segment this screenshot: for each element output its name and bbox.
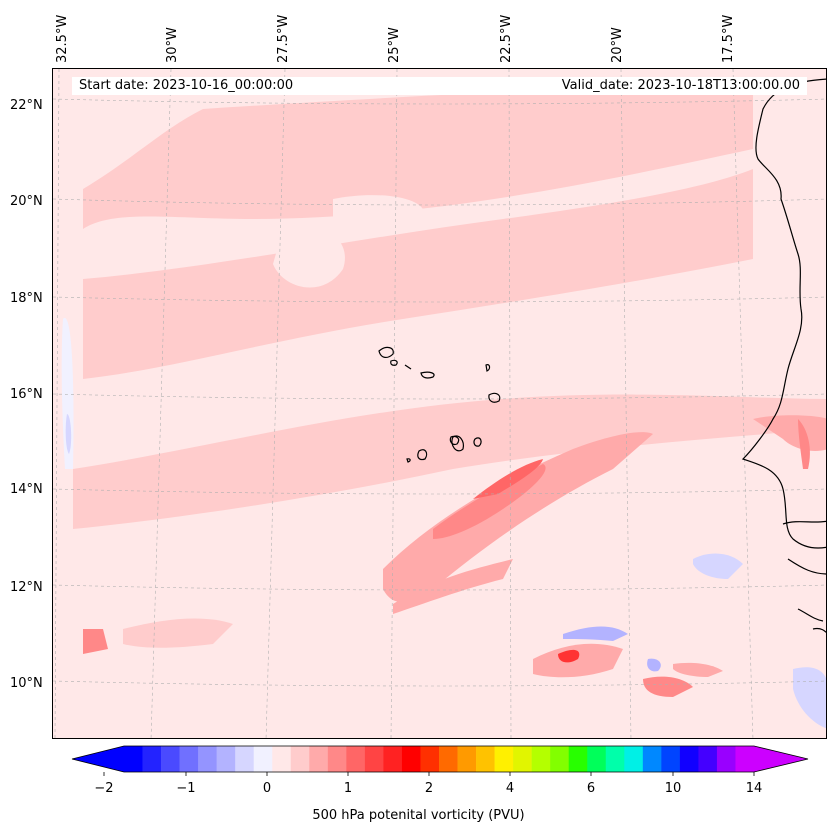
colorbar-segments — [124, 746, 755, 772]
colorbar-segment — [420, 746, 440, 772]
colorbar-segment — [401, 746, 421, 772]
colorbar-segment — [216, 746, 236, 772]
colorbar-tick-label: 2 — [424, 781, 434, 796]
colorbar-extend-high — [754, 746, 808, 772]
lon-label: 20°W — [610, 27, 625, 63]
colorbar-segment — [327, 746, 347, 772]
colorbar-segment — [494, 746, 514, 772]
colorbar-segment — [179, 746, 199, 772]
colorbar-segment — [698, 746, 718, 772]
lon-label: 25°W — [387, 27, 402, 63]
colorbar-tick-marks — [103, 772, 755, 776]
colorbar-segment — [124, 746, 143, 772]
coastlines — [741, 78, 826, 633]
lat-label: 22°N — [10, 98, 43, 113]
colorbar-title: 500 hPa potenital vorticity (PVU) — [312, 808, 525, 823]
date-info-bar: Start date: 2023-10-16_00:00:00 Valid_da… — [72, 77, 807, 95]
lat-label: 16°N — [10, 387, 43, 402]
lat-label: 20°N — [10, 194, 43, 209]
colorbar-segment — [253, 746, 273, 772]
colorbar-segment — [235, 746, 255, 772]
lon-label: 22.5°W — [499, 14, 514, 63]
colorbar-tick-label: −2 — [94, 781, 114, 796]
colorbar-segment — [531, 746, 551, 772]
colorbar-tick-label: 4 — [505, 781, 515, 796]
colorbar-segment — [661, 746, 681, 772]
colorbar-segment — [642, 746, 662, 772]
colorbar-segment — [161, 746, 180, 772]
lon-label: 32.5°W — [55, 14, 70, 63]
colorbar-extend-low — [72, 746, 124, 772]
colorbar-outline — [71, 745, 809, 773]
colorbar-segment — [624, 746, 644, 772]
colorbar-segment — [309, 746, 329, 772]
colorbar-segment — [735, 746, 755, 772]
colorbar-tick-label: 6 — [586, 781, 596, 796]
colorbar-tick-label: 1 — [343, 781, 353, 796]
colorbar-segment — [513, 746, 532, 772]
colorbar-segment — [290, 746, 310, 772]
colorbar-segment — [457, 746, 477, 772]
colorbar-segment — [568, 746, 588, 772]
colorbar-segment — [550, 746, 570, 772]
colorbar-segment — [587, 746, 607, 772]
colorbar-segment — [716, 746, 736, 772]
valid-date-text: Valid_date: 2023-10-18T13:00:00.00 — [561, 78, 800, 93]
colorbar-segment — [439, 746, 458, 772]
cape-verde-islands — [378, 346, 501, 463]
lon-label: 27.5°W — [276, 14, 291, 63]
lon-label: 17.5°W — [721, 14, 736, 63]
pv-field — [53, 69, 826, 738]
colorbar-segment — [142, 746, 162, 772]
colorbar-segment — [346, 746, 366, 772]
colorbar-segment — [383, 746, 403, 772]
colorbar-segment — [679, 746, 699, 772]
lat-label: 10°N — [10, 676, 43, 691]
graticule — [53, 69, 826, 738]
map-canvas — [53, 69, 826, 738]
colorbar-tick-label: 10 — [664, 781, 682, 796]
colorbar-segment — [272, 746, 292, 772]
lat-label: 12°N — [10, 580, 43, 595]
colorbar-segment — [364, 746, 384, 772]
colorbar-tick-label: −1 — [176, 781, 196, 796]
colorbar-segment — [198, 746, 217, 772]
start-date-text: Start date: 2023-10-16_00:00:00 — [79, 78, 294, 93]
lon-label: 30°W — [165, 27, 180, 63]
lat-label: 14°N — [10, 482, 43, 497]
colorbar-segment — [476, 746, 495, 772]
colorbar — [71, 745, 809, 776]
colorbar-tick-label: 14 — [745, 781, 763, 796]
lat-label: 18°N — [10, 291, 43, 306]
colorbar-tick-label: 0 — [262, 781, 272, 796]
map-panel — [52, 68, 827, 739]
colorbar-segment — [605, 746, 625, 772]
